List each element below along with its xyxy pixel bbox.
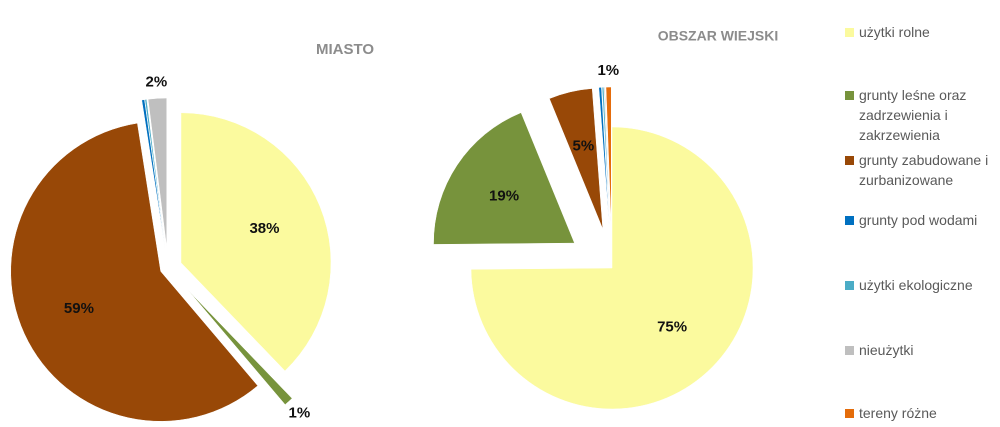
legend-item: nieużytki: [845, 340, 995, 360]
chart-title: OBSZAR WIEJSKI: [658, 28, 779, 44]
pie-slice: [470, 126, 754, 410]
legend-label: grunty leśne oraz zadrzewienia i zakrzew…: [859, 87, 967, 143]
data-label: 59%: [64, 300, 94, 317]
pie-slice: [147, 97, 167, 249]
pie-slice: [187, 290, 293, 406]
pie-slice: [144, 99, 166, 249]
pie-slice: [549, 88, 604, 230]
pie-slice: [598, 87, 610, 229]
legend-label: użytki rolne: [859, 24, 930, 40]
pie-slice: [601, 86, 611, 229]
data-label: 75%: [657, 319, 687, 336]
legend-label: grunty zabudowane i zurbanizowane: [859, 152, 989, 188]
legend-label: grunty pod wodami: [859, 212, 978, 228]
legend-swatch: [845, 346, 854, 355]
legend-swatch: [845, 281, 854, 290]
legend-item: tereny różne: [845, 403, 995, 423]
pie-slice: [10, 122, 259, 422]
legend-swatch: [845, 28, 854, 37]
chart-title: MIASTO: [316, 41, 374, 58]
legend-swatch: [845, 409, 854, 418]
pie-slice: [605, 86, 612, 229]
legend-item: grunty leśne oraz zadrzewienia i zakrzew…: [845, 85, 995, 145]
pie-slice: [433, 112, 575, 245]
legend-item: grunty pod wodami: [845, 210, 995, 230]
legend-swatch: [845, 156, 854, 165]
legend-item: grunty zabudowane i zurbanizowane: [845, 150, 995, 190]
legend-label: tereny różne: [859, 405, 937, 421]
pie-slice: [603, 86, 611, 229]
data-label: 19%: [489, 187, 519, 204]
data-label: 5%: [573, 138, 595, 155]
data-label: 38%: [249, 220, 279, 237]
legend-label: nieużytki: [859, 342, 914, 358]
pie-slice: [180, 112, 332, 372]
legend-swatch: [845, 216, 854, 225]
pie-slice: [141, 99, 166, 249]
legend-label: użytki ekologiczne: [859, 277, 973, 293]
data-label: 1%: [597, 62, 619, 79]
legend-item: użytki rolne: [845, 22, 995, 42]
legend-swatch: [845, 91, 854, 100]
legend-item: użytki ekologiczne: [845, 275, 995, 295]
data-label: 1%: [289, 404, 311, 421]
data-label: 2%: [146, 73, 168, 90]
